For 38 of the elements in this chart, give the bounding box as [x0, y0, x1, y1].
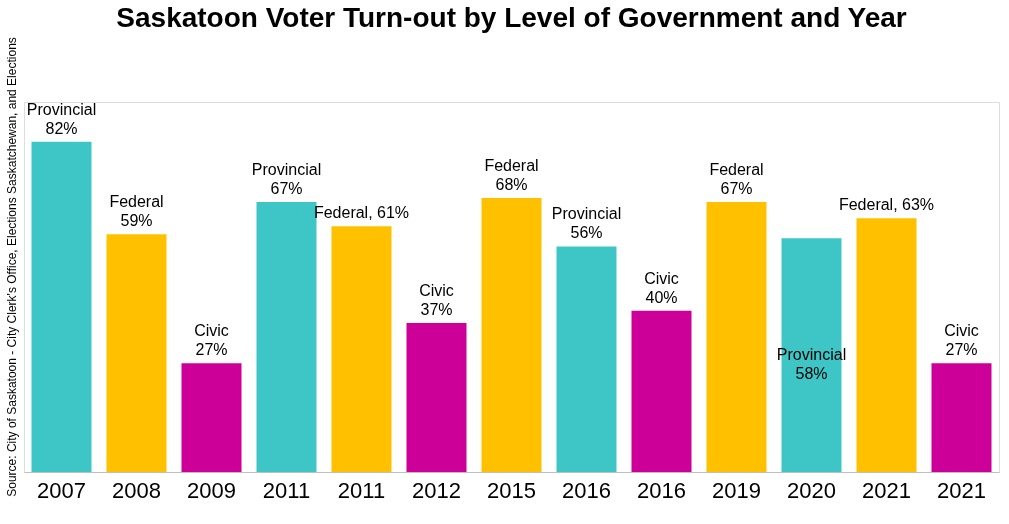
data-label: Federal 68% [484, 157, 539, 194]
data-label: Provincial 82% [26, 100, 97, 137]
x-tick-label: 2008 [112, 477, 161, 503]
x-tick-label: 2020 [787, 477, 836, 503]
bar [31, 141, 92, 472]
x-tick-label: 2021 [937, 477, 986, 503]
chart-title: Saskatoon Voter Turn-out by Level of Government and Year [116, 2, 907, 34]
bar [856, 218, 917, 472]
bar [706, 202, 767, 472]
x-tick-label: 2009 [187, 477, 236, 503]
source-note: Source: City of Saskatoon - City Clerk's Office, Elections Saskatchewan, and Elections [5, 37, 19, 497]
bar [931, 363, 992, 472]
bar [331, 226, 392, 472]
data-label: Provincial 56% [551, 205, 622, 242]
x-tick-label: 2007 [37, 477, 86, 503]
x-tick-label: 2011 [337, 477, 386, 503]
x-tick-label: 2012 [412, 477, 461, 503]
x-tick-label: 2016 [562, 477, 611, 503]
data-label: Civic 27% [944, 322, 979, 359]
data-label: Provincial 67% [251, 161, 322, 198]
bar [631, 310, 692, 472]
data-label: Civic 37% [419, 281, 454, 318]
x-tick-label: 2016 [637, 477, 686, 503]
data-label: Federal 67% [709, 161, 764, 198]
x-tick-label: 2011 [262, 477, 311, 503]
bar [181, 363, 242, 472]
bar [106, 234, 167, 472]
bar [406, 322, 467, 472]
bar [556, 246, 617, 472]
bar [256, 202, 317, 472]
x-tick-label: 2021 [862, 477, 911, 503]
data-label: Federal 59% [109, 193, 164, 230]
data-label: Civic 40% [644, 269, 679, 306]
x-tick-label: 2019 [712, 477, 761, 503]
bar [481, 198, 542, 472]
x-tick-label: 2015 [487, 477, 536, 503]
data-label: Civic 27% [194, 322, 229, 359]
data-label: Federal, 63% [838, 196, 935, 214]
